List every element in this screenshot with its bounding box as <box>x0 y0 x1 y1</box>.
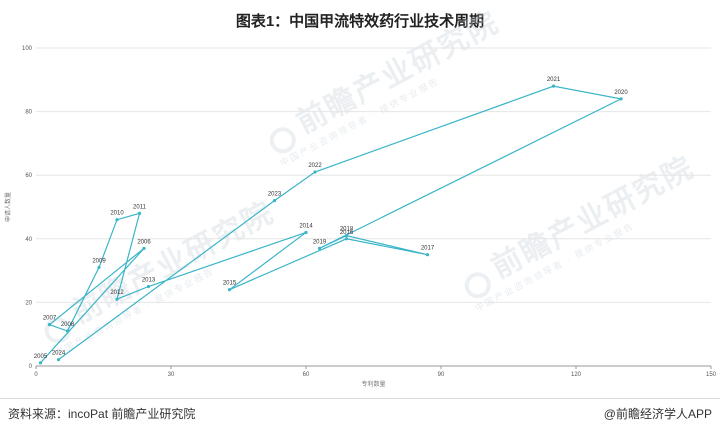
x-tick-label: 60 <box>303 372 310 378</box>
y-tick-label: 40 <box>25 237 32 243</box>
x-tick-label: 120 <box>571 372 582 378</box>
data-point <box>137 211 142 215</box>
grid <box>36 47 711 303</box>
data-label: 2017 <box>421 246 435 252</box>
data-label: 2010 <box>110 211 124 217</box>
data-point <box>344 234 349 238</box>
data-point <box>551 84 556 88</box>
chart-title: 图表1：中国甲流特效药行业技术周期 <box>235 13 485 30</box>
data-label: 2021 <box>547 77 561 83</box>
data-point <box>317 246 322 250</box>
point-labels: 2005 2006 2007 2008 2009 2010 2011 2012 2013 2014… <box>34 77 629 360</box>
x-tick-label: 0 <box>34 372 38 378</box>
y-tick-label: 80 <box>25 110 32 116</box>
data-point <box>313 170 317 174</box>
series <box>38 84 623 365</box>
data-point <box>146 284 151 289</box>
data-label: 2008 <box>61 322 75 328</box>
data-label: 2023 <box>268 192 282 198</box>
data-label: 2012 <box>110 290 124 296</box>
data-label: 2015 <box>223 281 237 287</box>
data-label: 2011 <box>133 204 147 210</box>
footer: 资料来源：incoPat 前瞻产业研究院 @前瞻经济学人APP <box>0 398 720 431</box>
x-axis-label: 专利数量 <box>361 380 385 388</box>
data-point <box>304 230 308 235</box>
data-label: 2006 <box>137 239 151 245</box>
axes: 0 20 40 60 80 100 0 30 60 90 120 150 <box>22 46 717 378</box>
data-label: 2016 <box>340 230 354 236</box>
data-point <box>115 218 119 222</box>
data-point <box>65 329 70 333</box>
data-label: 2022 <box>308 163 322 169</box>
x-tick-label: 90 <box>438 372 445 378</box>
series-line <box>40 85 623 364</box>
y-axis-label: 申请人数量 <box>4 192 12 222</box>
data-point <box>142 246 146 250</box>
source-note: 资料来源：incoPat 前瞻产业研究院 <box>8 407 196 421</box>
data-label: 2018 <box>340 227 354 233</box>
data-label: 2020 <box>614 90 628 96</box>
data-point <box>272 199 277 203</box>
data-point <box>115 297 119 301</box>
data-point <box>425 253 430 257</box>
data-point <box>344 237 349 241</box>
y-tick-label: 0 <box>29 364 33 370</box>
y-tick-label: 60 <box>25 173 32 179</box>
data-label: 2005 <box>34 354 48 360</box>
data-point <box>227 288 232 292</box>
data-point <box>56 358 61 362</box>
data-point <box>38 361 43 365</box>
data-label: 2013 <box>142 278 156 284</box>
y-tick-label: 100 <box>22 46 33 52</box>
data-point <box>47 323 52 327</box>
data-label: 2019 <box>313 239 327 245</box>
data-label: 2014 <box>299 223 313 229</box>
data-point <box>97 265 101 270</box>
x-tick-label: 30 <box>168 372 175 378</box>
data-point <box>619 97 623 101</box>
data-label: 2009 <box>92 258 106 264</box>
data-label: 2007 <box>43 316 57 322</box>
y-tick-label: 20 <box>25 300 32 306</box>
data-label: 2024 <box>52 351 66 357</box>
x-tick-label: 150 <box>706 372 717 378</box>
brand-note: @前瞻经济学人APP <box>603 407 712 421</box>
